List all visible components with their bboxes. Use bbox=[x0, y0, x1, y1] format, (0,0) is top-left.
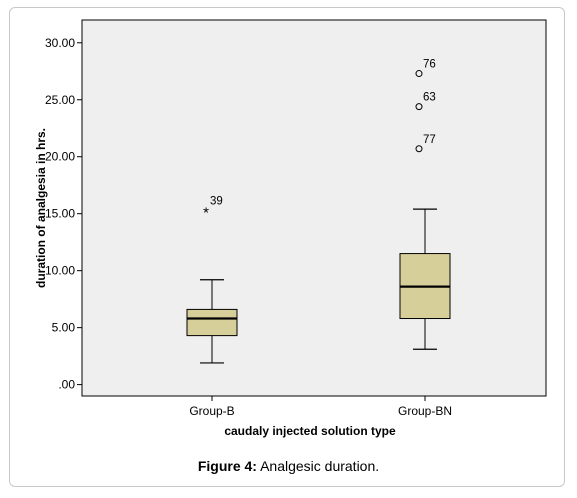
y-tick-label: 5.00 bbox=[52, 321, 76, 335]
extreme-outlier-marker: * bbox=[203, 204, 209, 221]
y-tick-label: 10.00 bbox=[45, 264, 75, 278]
plot-area bbox=[81, 19, 547, 397]
y-tick-label: 15.00 bbox=[45, 207, 75, 221]
outlier-label: 76 bbox=[423, 59, 436, 71]
y-axis-title: duration of analgesia in hrs. bbox=[34, 128, 48, 288]
figure-caption: Figure 4: Analgesic duration. bbox=[0, 458, 577, 474]
outlier-label: 63 bbox=[423, 92, 436, 104]
box-group-b: *39 bbox=[186, 195, 238, 364]
x-axis: Group-B Group-BN bbox=[189, 396, 452, 418]
y-axis: .00 5.00 10.00 15.00 20.00 25.00 30.00 bbox=[45, 36, 82, 392]
caption-label: Figure 4: bbox=[197, 458, 257, 474]
iqr-box bbox=[186, 308, 238, 337]
outlier-marker bbox=[415, 70, 423, 78]
outlier-marker bbox=[415, 103, 423, 111]
x-tick-label: Group-B bbox=[189, 404, 234, 418]
y-tick-label: .00 bbox=[58, 378, 75, 392]
x-axis-title: caudaly injected solution type bbox=[224, 424, 396, 438]
outlier-label: 77 bbox=[423, 134, 436, 146]
outlier-label: 39 bbox=[210, 195, 223, 207]
x-tick-label: Group-BN bbox=[398, 404, 452, 418]
y-tick-label: 20.00 bbox=[45, 150, 75, 164]
y-tick-label: 25.00 bbox=[45, 93, 75, 107]
box-group-bn: 76 63 77 bbox=[399, 59, 451, 350]
box-series: *39 76 63 77 bbox=[186, 59, 451, 364]
y-tick-label: 30.00 bbox=[45, 36, 75, 50]
outlier-marker bbox=[415, 145, 423, 153]
caption-text: Analgesic duration. bbox=[256, 458, 380, 474]
